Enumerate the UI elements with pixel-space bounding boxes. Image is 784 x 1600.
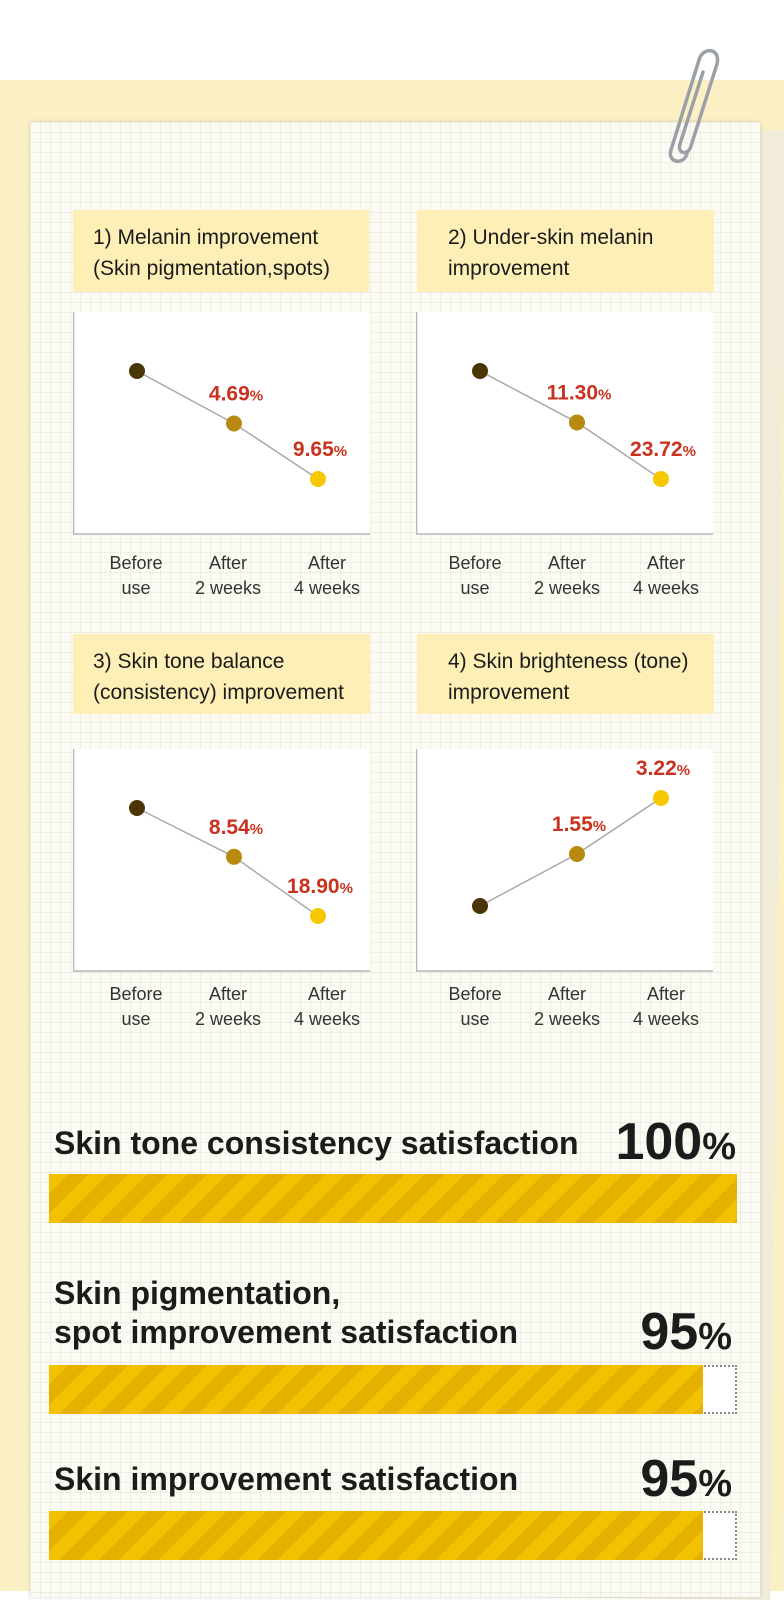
- data-point: [226, 848, 242, 865]
- data-point: [472, 363, 488, 379]
- x-label-line1: After: [208, 984, 247, 1004]
- data-point: [310, 908, 326, 924]
- chart-3-title-line2: (consistency) improvement: [93, 681, 344, 704]
- chart-4-title-line1: 4) Skin brighteness (tone): [448, 650, 689, 673]
- chart-4-title-line2: improvement: [448, 681, 570, 704]
- chart-2-x-label-4weeks: After 4 weeks: [611, 551, 721, 601]
- plot-area: [73, 312, 370, 534]
- data-point: [569, 414, 585, 431]
- data-label: 8.54%: [209, 816, 263, 839]
- x-label-line1: After: [547, 553, 586, 573]
- chart-2-plot: 11.30% 23.72%: [416, 312, 713, 535]
- satisfaction-1-value: 100%: [586, 1116, 736, 1173]
- paperclip-icon: [668, 49, 720, 163]
- x-label-line1: After: [646, 553, 685, 573]
- satisfaction-3-label: Skin improvement satisfaction: [54, 1460, 518, 1499]
- chart-3-x-label-2weeks: After 2 weeks: [173, 982, 283, 1032]
- x-label-line2: 2 weeks: [533, 1009, 601, 1029]
- chart-2-title: 2) Under-skin melanin improvement: [417, 210, 714, 292]
- x-label-line2: use: [460, 578, 490, 598]
- satisfaction-1-bar-fill: [49, 1174, 737, 1223]
- plot-area: [416, 312, 713, 534]
- chart-1-x-label-before: Before use: [81, 551, 191, 601]
- x-label-line2: use: [121, 1009, 151, 1029]
- chart-3-x-label-4weeks: After 4 weeks: [272, 982, 382, 1032]
- chart-4-x-label-before: Before use: [420, 982, 530, 1032]
- data-label: 4.69%: [209, 382, 263, 405]
- chart-4-title: 4) Skin brighteness (tone) improvement: [417, 634, 714, 714]
- chart-1-x-label-4weeks: After 4 weeks: [272, 551, 382, 601]
- data-label: 1.55%: [552, 813, 606, 836]
- chart-2-title-line1: 2) Under-skin melanin: [448, 226, 654, 249]
- chart-3-title: 3) Skin tone balance (consistency) impro…: [73, 634, 370, 714]
- x-label-line1: After: [646, 984, 685, 1004]
- chart-3-x-label-before: Before use: [81, 982, 191, 1032]
- x-label-line2: 2 weeks: [194, 578, 262, 598]
- chart-1-title: 1) Melanin improvement (Skin pigmentatio…: [73, 210, 369, 292]
- x-label-line1: Before: [109, 984, 163, 1004]
- data-label: 9.65%: [293, 438, 347, 461]
- x-label-line1: Before: [109, 553, 163, 573]
- data-label: 18.90%: [287, 875, 353, 898]
- satisfaction-2-bar-fill: [49, 1365, 703, 1414]
- satisfaction-2-value: 95%: [586, 1306, 732, 1363]
- x-label-line1: After: [307, 984, 346, 1004]
- satisfaction-2-label: Skin pigmentation, spot improvement sati…: [54, 1274, 518, 1352]
- data-point: [226, 415, 242, 432]
- satisfaction-1-number: 100: [615, 1113, 703, 1171]
- satisfaction-3-unit: %: [698, 1463, 732, 1505]
- x-label-line1: Before: [448, 553, 502, 573]
- data-point: [472, 898, 488, 914]
- chart-2-title-line2: improvement: [448, 257, 570, 280]
- x-label-line1: After: [208, 553, 247, 573]
- x-label-line2: 4 weeks: [632, 1009, 700, 1029]
- x-label-line2: use: [121, 578, 151, 598]
- data-point: [653, 471, 669, 487]
- chart-3-title-line1: 3) Skin tone balance: [93, 650, 285, 673]
- chart-4-x-label-4weeks: After 4 weeks: [611, 982, 721, 1032]
- chart-4-x-label-2weeks: After 2 weeks: [512, 982, 622, 1032]
- x-label-line1: After: [307, 553, 346, 573]
- satisfaction-2-number: 95: [640, 1303, 699, 1361]
- satisfaction-3-label-line1: Skin improvement satisfaction: [54, 1461, 519, 1497]
- chart-1-title-line1: 1) Melanin improvement: [93, 226, 319, 249]
- satisfaction-1-label-line1: Skin tone consistency satisfaction: [54, 1125, 579, 1161]
- plot-area: [73, 749, 370, 971]
- chart-2-x-label-before: Before use: [420, 551, 530, 601]
- satisfaction-2-unit: %: [698, 1316, 732, 1358]
- satisfaction-2-label-line2: spot improvement satisfaction: [54, 1314, 519, 1350]
- data-point: [129, 800, 145, 816]
- data-label: 3.22%: [636, 757, 690, 780]
- x-label-line2: 4 weeks: [293, 578, 361, 598]
- data-point: [653, 790, 669, 806]
- satisfaction-1-label: Skin tone consistency satisfaction: [54, 1124, 579, 1163]
- x-label-line2: 2 weeks: [194, 1009, 262, 1029]
- x-label-line1: After: [547, 984, 586, 1004]
- data-point: [569, 846, 585, 863]
- data-point: [310, 471, 326, 487]
- chart-2-x-label-2weeks: After 2 weeks: [512, 551, 622, 601]
- data-label: 11.30%: [547, 381, 612, 404]
- chart-3-plot: 8.54% 18.90%: [73, 749, 370, 972]
- satisfaction-3-number: 95: [640, 1450, 699, 1508]
- chart-1-x-label-2weeks: After 2 weeks: [173, 551, 283, 601]
- chart-4-plot: 1.55% 3.22%: [416, 749, 713, 972]
- satisfaction-3-bar-fill: [49, 1511, 703, 1560]
- x-label-line1: Before: [448, 984, 502, 1004]
- satisfaction-2-label-line1: Skin pigmentation,: [54, 1275, 341, 1311]
- satisfaction-1-unit: %: [702, 1126, 736, 1168]
- x-label-line2: 2 weeks: [533, 578, 601, 598]
- data-label: 23.72%: [630, 438, 696, 461]
- satisfaction-3-value: 95%: [586, 1453, 732, 1510]
- data-point: [129, 363, 145, 379]
- x-label-line2: use: [460, 1009, 490, 1029]
- chart-1-plot: 4.69% 9.65%: [73, 312, 370, 535]
- chart-1-title-line2: (Skin pigmentation,spots): [93, 257, 330, 280]
- x-label-line2: 4 weeks: [293, 1009, 361, 1029]
- x-label-line2: 4 weeks: [632, 578, 700, 598]
